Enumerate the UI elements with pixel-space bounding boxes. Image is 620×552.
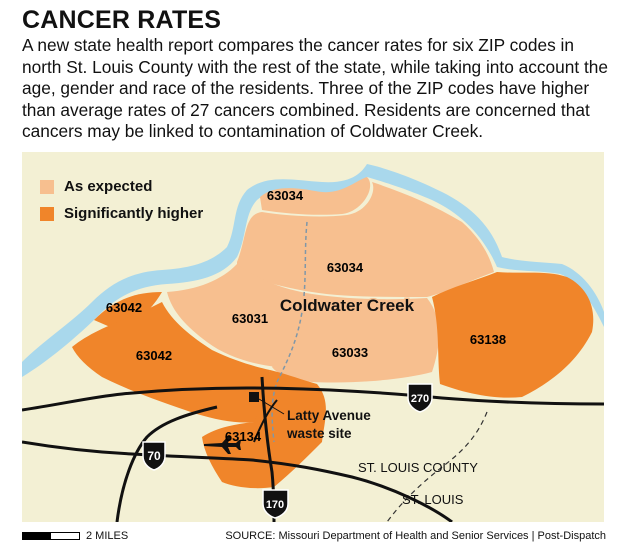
region-63138 bbox=[432, 272, 594, 398]
region-63031 bbox=[167, 264, 312, 367]
legend-swatch-light bbox=[40, 179, 54, 194]
road-northwest bbox=[253, 399, 278, 443]
legend-item-as-expected: As expected bbox=[40, 178, 152, 195]
region-63042-north bbox=[94, 292, 162, 330]
region-63042 bbox=[72, 302, 270, 423]
city-label: ST. LOUIS bbox=[402, 492, 464, 507]
shield-70: 70 bbox=[142, 441, 166, 471]
zip-63042: 63042 bbox=[136, 348, 172, 363]
highway-70 bbox=[22, 440, 453, 522]
creek-label: Coldwater Creek bbox=[280, 296, 415, 315]
zip-63031: 63031 bbox=[232, 311, 268, 326]
region-63034 bbox=[237, 182, 494, 297]
legend-swatch-dark bbox=[40, 206, 54, 221]
zip-63034-north: 63034 bbox=[267, 188, 304, 203]
waste-site-square-icon bbox=[249, 392, 259, 402]
shield-170: 170 bbox=[262, 489, 289, 519]
zip-63033: 63033 bbox=[332, 345, 368, 360]
map-graphic: 270 70 170 63034 63034 63042 63031 63042… bbox=[22, 164, 604, 522]
waste-site-leader bbox=[258, 398, 285, 415]
county-boundary bbox=[386, 411, 488, 522]
description: A new state health report compares the c… bbox=[22, 35, 608, 141]
scale-bar bbox=[22, 532, 80, 540]
scale-label: 2 MILES bbox=[86, 530, 129, 542]
county-label: ST. LOUIS COUNTY bbox=[358, 460, 478, 475]
legend-label: As expected bbox=[64, 178, 153, 195]
shield-270: 270 bbox=[407, 383, 433, 413]
page-title: CANCER RATES bbox=[22, 6, 222, 34]
zip-63138: 63138 bbox=[470, 332, 506, 347]
legend-item-significantly-higher: Significantly higher bbox=[40, 205, 203, 222]
region-63033 bbox=[272, 294, 439, 383]
zip-63042-north: 63042 bbox=[106, 300, 142, 315]
zip-63034: 63034 bbox=[327, 260, 364, 275]
source-credit: SOURCE: Missouri Department of Health an… bbox=[225, 530, 606, 542]
zip-63134: 63134 bbox=[225, 429, 262, 444]
airplane-icon bbox=[204, 436, 241, 454]
shield-170-label: 170 bbox=[266, 499, 284, 511]
region-63034-north bbox=[260, 177, 371, 215]
coldwater-creek-line bbox=[271, 221, 308, 443]
shield-70-label: 70 bbox=[147, 449, 161, 463]
site-label-line1: Latty Avenue bbox=[287, 408, 371, 423]
scale: 2 MILES bbox=[22, 530, 128, 542]
legend-label: Significantly higher bbox=[64, 205, 204, 222]
map: 270 70 170 63034 63034 63042 63031 63042… bbox=[22, 152, 604, 522]
shield-270-label: 270 bbox=[411, 393, 429, 405]
road-sw bbox=[115, 405, 218, 522]
site-label-line2: waste site bbox=[286, 426, 352, 441]
